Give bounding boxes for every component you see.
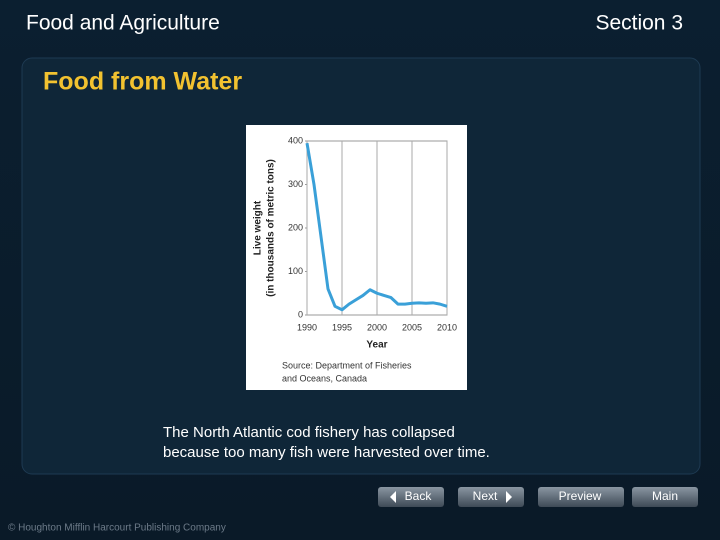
caption: The North Atlantic cod fishery has colla… bbox=[163, 424, 455, 441]
back-arrow bbox=[390, 491, 396, 503]
button-label: Main bbox=[652, 489, 678, 503]
next-arrow bbox=[506, 491, 512, 503]
data-line bbox=[305, 142, 448, 312]
caption: because too many fish were harvested ove… bbox=[163, 444, 490, 461]
slide-title: Food from Water bbox=[43, 68, 242, 96]
x-axis-label: Year bbox=[366, 340, 387, 351]
chart-box bbox=[246, 125, 467, 390]
x-tick-label: 2010 bbox=[437, 322, 457, 332]
copyright: © Houghton Mifflin Harcourt Publishing C… bbox=[8, 523, 226, 534]
button-label: Preview bbox=[559, 489, 602, 503]
main-button[interactable] bbox=[632, 487, 698, 507]
x-tick-label: 2000 bbox=[367, 322, 387, 332]
x-tick-label: 2005 bbox=[402, 322, 422, 332]
y-axis-label: Live weight bbox=[253, 200, 264, 255]
y-tick-label: 400 bbox=[288, 135, 303, 145]
source-note: and Oceans, Canada bbox=[282, 373, 367, 383]
y-tick-label: 0 bbox=[298, 309, 303, 319]
y-tick-label: 200 bbox=[288, 222, 303, 232]
nav-bar: Back Next Preview Main bbox=[378, 487, 698, 507]
y-axis-label: (in thousands of metric tons) bbox=[266, 159, 277, 297]
source-note: Source: Department of Fisheries bbox=[282, 360, 412, 370]
back-button[interactable] bbox=[378, 487, 444, 507]
button-label: Back bbox=[405, 489, 433, 503]
section-label: Section 3 bbox=[595, 12, 683, 35]
header-title: Food and Agriculture bbox=[26, 12, 220, 35]
x-tick-label: 1990 bbox=[297, 322, 317, 332]
x-tick-label: 1995 bbox=[332, 322, 352, 332]
next-button[interactable] bbox=[458, 487, 524, 507]
y-tick-label: 100 bbox=[288, 266, 303, 276]
preview-button[interactable] bbox=[538, 487, 624, 507]
y-tick-label: 300 bbox=[288, 179, 303, 189]
button-label: Next bbox=[473, 489, 498, 503]
